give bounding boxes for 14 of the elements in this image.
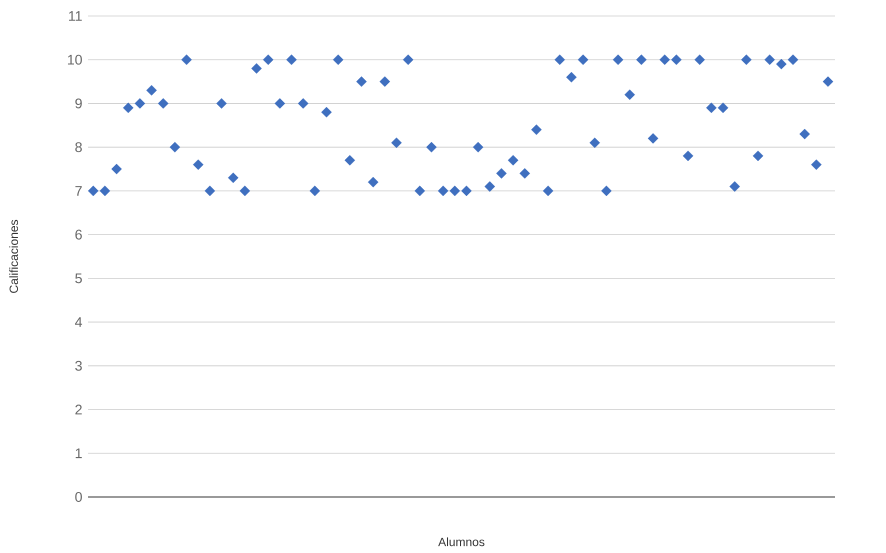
y-tick-label: 6 (75, 230, 82, 240)
y-tick-label: 4 (75, 317, 82, 327)
y-tick-label: 3 (75, 360, 82, 371)
y-tick-label: 0 (75, 492, 82, 502)
y-tick-label: 7 (75, 186, 82, 196)
x-axis-title: Alumnos (438, 537, 484, 546)
y-tick-label: 5 (75, 273, 82, 284)
y-axis-title: Calificaciones (9, 220, 18, 293)
y-tick-label: 10 (68, 54, 82, 65)
y-tick-label: 2 (75, 404, 82, 414)
y-tick-label: 8 (75, 142, 82, 152)
y-tick-label: 9 (75, 98, 82, 108)
y-tick-label: 11 (69, 11, 82, 21)
y-tick-label: 1 (76, 448, 82, 458)
